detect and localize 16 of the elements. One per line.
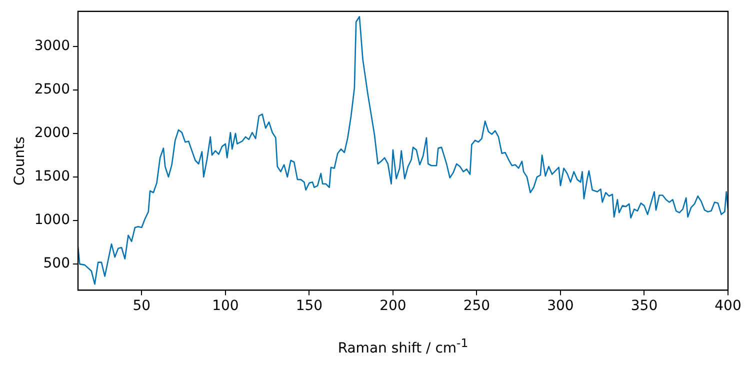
x-tick-label: 300 [547, 298, 574, 314]
x-tick-label: 400 [714, 298, 742, 314]
y-axis-title: Counts [12, 136, 28, 186]
x-axis-title: Raman shift / cm$^{-1}$ [336, 336, 470, 357]
y-tick-label: 2000 [34, 125, 70, 142]
x-tick-label: 250 [463, 298, 490, 314]
y-tick-label: 1000 [34, 212, 70, 228]
y-tick-label: 1500 [34, 168, 70, 185]
x-tick-label: 50 [132, 298, 151, 314]
x-tick-label: 200 [380, 298, 406, 314]
x-tick-label: 350 [630, 298, 658, 314]
x-tick-label: 100 [212, 298, 239, 314]
x-tick-label: 150 [296, 298, 323, 314]
y-tick-label: 3000 [34, 38, 70, 54]
y-tick-label: 500 [43, 256, 70, 272]
y-tick-label: 2500 [34, 81, 70, 98]
